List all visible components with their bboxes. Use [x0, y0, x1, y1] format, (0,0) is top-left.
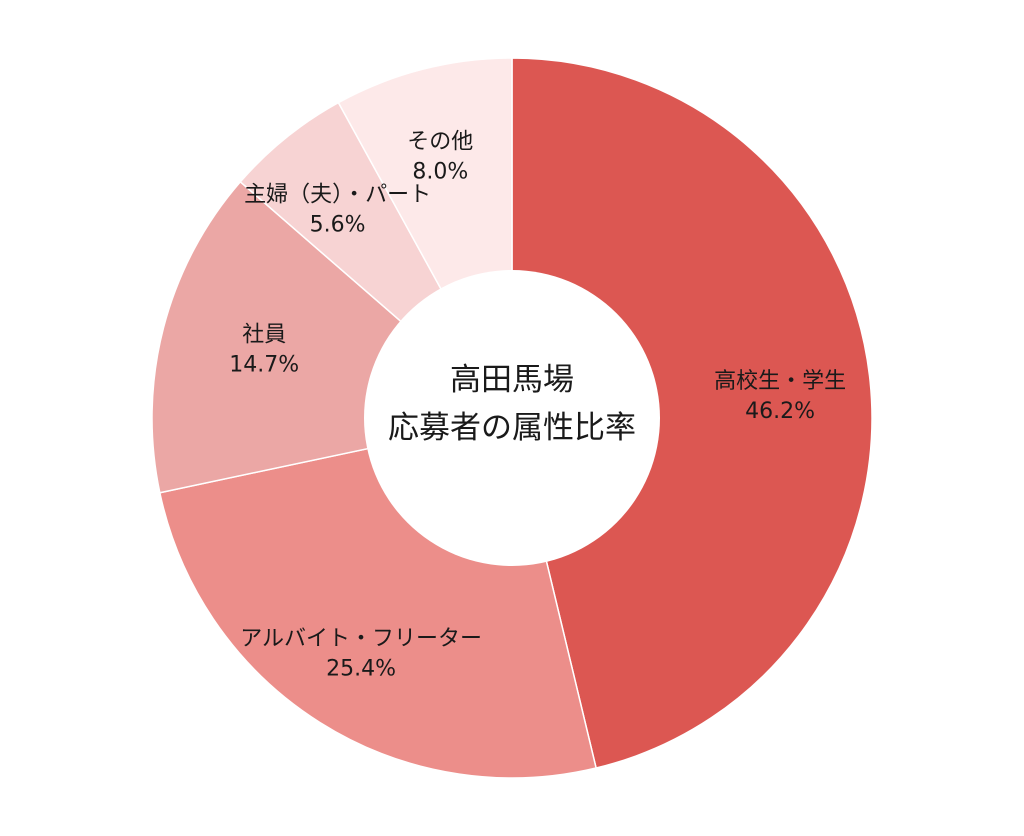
slice-value-label: 5.6% [310, 212, 366, 237]
donut-hole [364, 270, 660, 566]
slice-category-label: 社員 [242, 322, 286, 347]
center-title-line-1: 高田馬場 [450, 362, 574, 398]
slice-category-label: その他 [407, 130, 473, 155]
center-title-line-2: 応募者の属性比率 [388, 410, 636, 446]
slice-category-label: 主婦（夫）・パート [244, 182, 431, 207]
slice-value-label: 8.0% [412, 160, 468, 185]
slice-value-label: 46.2% [745, 399, 815, 424]
slice-value-label: 25.4% [326, 656, 396, 681]
slice-category-label: アルバイト・フリーター [240, 626, 482, 651]
pie-slice [511, 57, 873, 769]
slice-value-label: 14.7% [229, 352, 299, 377]
slice-labels: 高校生・学生 46.2% アルバイト・フリーター 25.4% 社員 14.7% 主婦（夫）・… [229, 130, 846, 682]
slice-category-label: 高校生・学生 [714, 369, 846, 394]
